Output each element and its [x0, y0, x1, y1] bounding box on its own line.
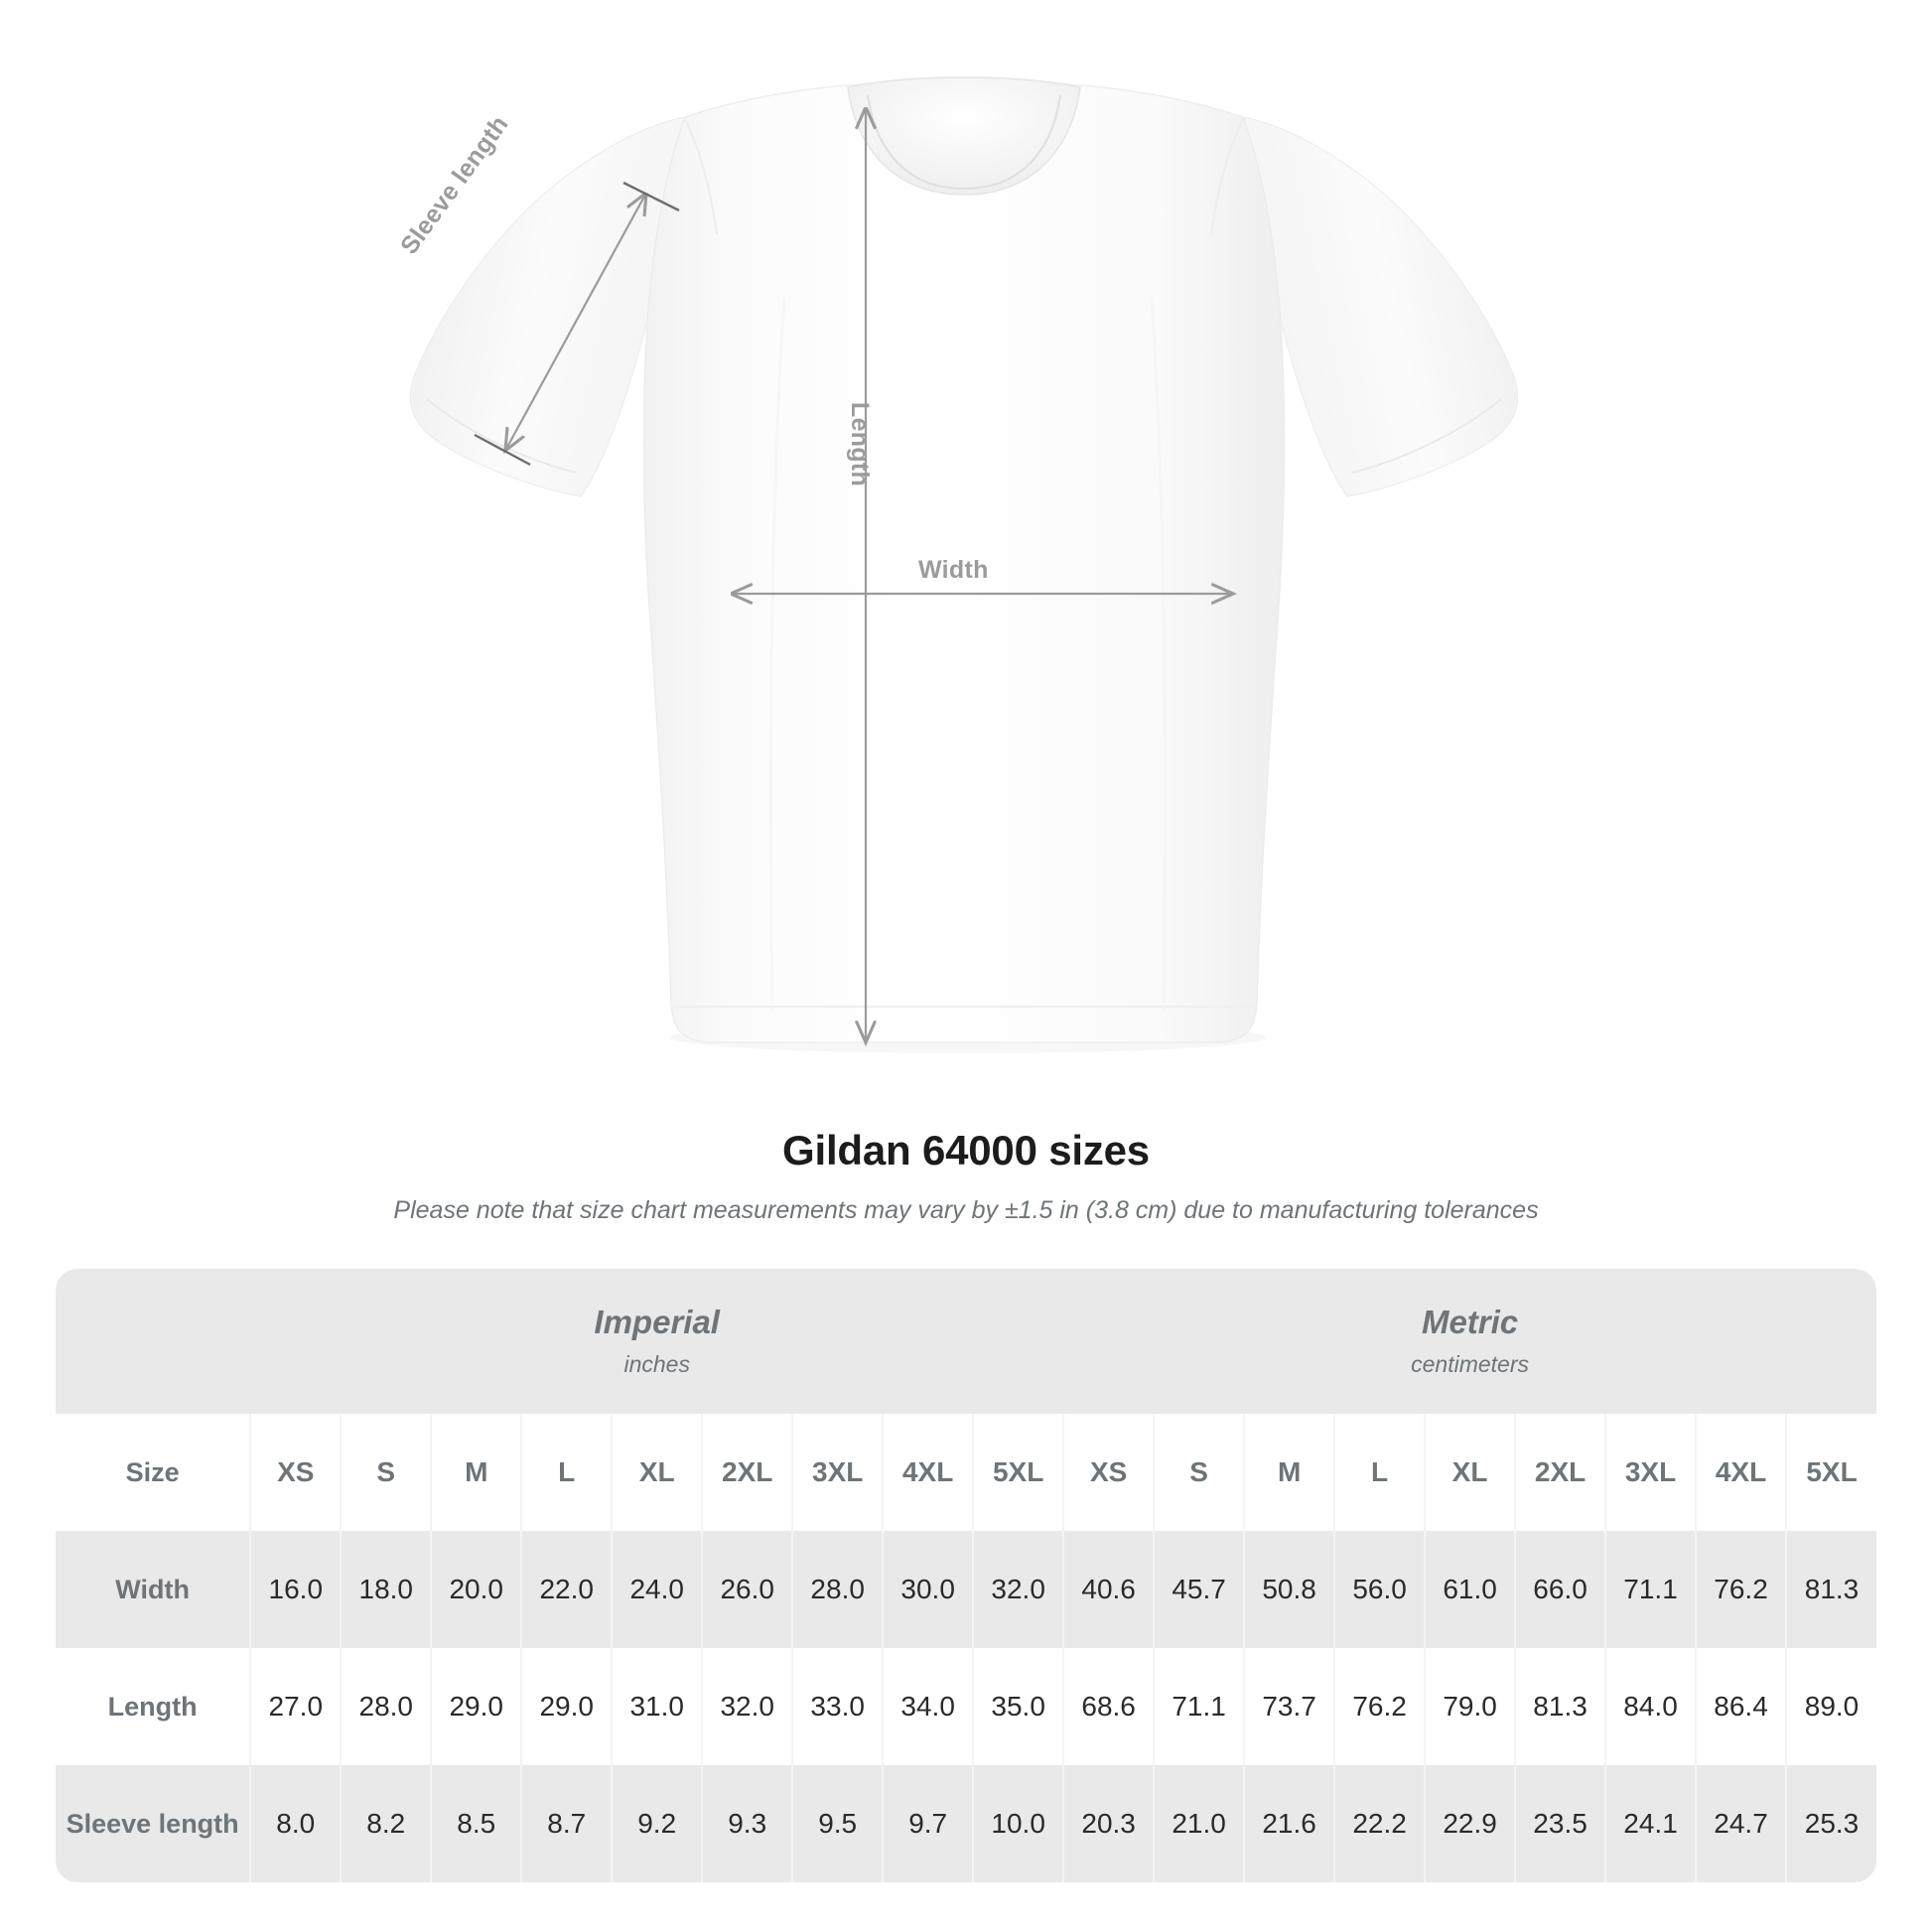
sleeve-length-dimension-arrow: [474, 181, 680, 467]
measurement-cell: 61.0: [1425, 1531, 1517, 1648]
measurement-cell: 84.0: [1605, 1648, 1698, 1765]
size-table: Imperial inches Metric centimeters Size …: [56, 1269, 1876, 1882]
measurement-cell: 23.5: [1515, 1765, 1607, 1882]
measurement-cell: 32.0: [973, 1531, 1065, 1648]
size-header-cell: 3XL: [792, 1414, 885, 1531]
imperial-label: Imperial: [594, 1304, 720, 1341]
size-table-container: Imperial inches Metric centimeters Size …: [56, 1269, 1876, 1882]
measurement-cell: 71.1: [1605, 1531, 1698, 1648]
metric-unit-group: Metric centimeters: [1063, 1269, 1876, 1414]
measurement-cell: 33.0: [792, 1648, 885, 1765]
measurement-cell: 20.0: [431, 1531, 523, 1648]
measurement-cell: 9.3: [702, 1765, 794, 1882]
size-header-cell: S: [341, 1414, 433, 1531]
size-header-cell: 4XL: [1696, 1414, 1788, 1531]
measurement-cell: 68.6: [1063, 1648, 1156, 1765]
measurement-cell: 86.4: [1696, 1648, 1788, 1765]
table-row: Width 16.0 18.0 20.0 22.0 24.0 26.0 28.0 30.0 32…: [56, 1531, 1876, 1648]
size-header-cell: 5XL: [973, 1414, 1065, 1531]
unit-header-row: Imperial inches Metric centimeters: [56, 1269, 1876, 1414]
measurement-cell: 24.7: [1696, 1765, 1788, 1882]
size-header-cell: S: [1154, 1414, 1246, 1531]
row-label-size: Size: [56, 1414, 252, 1531]
size-header-cell: XS: [250, 1414, 343, 1531]
size-header-cell: L: [521, 1414, 614, 1531]
measurement-cell: 34.0: [883, 1648, 975, 1765]
page-title: Gildan 64000 sizes: [782, 1127, 1150, 1173]
measurement-cell: 9.2: [612, 1765, 704, 1882]
measurement-cell: 32.0: [702, 1648, 794, 1765]
imperial-unit-group: Imperial inches: [250, 1269, 1064, 1414]
measurement-cell: 10.0: [973, 1765, 1065, 1882]
measurement-cell: 22.2: [1334, 1765, 1427, 1882]
measurement-cell: 16.0: [250, 1531, 343, 1648]
size-header-cell: 4XL: [883, 1414, 975, 1531]
measurement-cell: 45.7: [1154, 1531, 1246, 1648]
size-header-cell: XL: [612, 1414, 704, 1531]
measurement-cell: 71.1: [1154, 1648, 1246, 1765]
imperial-unit: inches: [623, 1350, 690, 1377]
measurement-cell: 8.0: [250, 1765, 343, 1882]
measurement-cell: 40.6: [1063, 1531, 1156, 1648]
size-header-cell: 5XL: [1786, 1414, 1876, 1531]
metric-label: Metric: [1421, 1304, 1519, 1341]
measurement-cell: 24.0: [612, 1531, 704, 1648]
measurement-cell: 30.0: [883, 1531, 975, 1648]
measurement-cell: 81.3: [1515, 1648, 1607, 1765]
measurement-cell: 28.0: [792, 1531, 885, 1648]
size-header-row: Size XS S M L XL 2XL 3XL 4XL 5XL XS S M L XL 2XL 3XL 4XL…: [56, 1414, 1876, 1531]
table-row: Length 27.0 28.0 29.0 29.0 31.0 32.0 33.0 34.0 3…: [56, 1648, 1876, 1765]
measurement-cell: 29.0: [521, 1648, 614, 1765]
measurement-cell: 21.0: [1154, 1765, 1246, 1882]
size-header-cell: 2XL: [702, 1414, 794, 1531]
measurement-cell: 29.0: [431, 1648, 523, 1765]
size-header-cell: M: [431, 1414, 523, 1531]
measurement-cell: 81.3: [1786, 1531, 1876, 1648]
measurement-cell: 66.0: [1515, 1531, 1607, 1648]
measurement-cell: 26.0: [702, 1531, 794, 1648]
size-header-cell: M: [1244, 1414, 1336, 1531]
tshirt-diagram: Sleeve length Length Width: [395, 76, 1519, 1047]
measurement-cell: 9.7: [883, 1765, 975, 1882]
measurement-cell: 56.0: [1334, 1531, 1427, 1648]
measurement-cell: 9.5: [792, 1765, 885, 1882]
size-header-cell: XS: [1063, 1414, 1156, 1531]
table-row: Sleeve length 8.0 8.2 8.5 8.7 9.2 9.3 9.5 9.7 10…: [56, 1765, 1876, 1882]
measurement-cell: 31.0: [612, 1648, 704, 1765]
measurement-cell: 35.0: [973, 1648, 1065, 1765]
measurement-cell: 27.0: [250, 1648, 343, 1765]
unit-row-spacer: [56, 1269, 251, 1414]
measurement-cell: 20.3: [1063, 1765, 1156, 1882]
size-header-cell: 3XL: [1605, 1414, 1698, 1531]
measurement-cell: 8.2: [341, 1765, 433, 1882]
measurement-cell: 18.0: [341, 1531, 433, 1648]
tshirt-illustration: [409, 76, 1519, 1047]
measurement-cell: 25.3: [1786, 1765, 1876, 1882]
measurement-cell: 8.5: [431, 1765, 523, 1882]
tolerance-note: Please note that size chart measurements…: [393, 1196, 1539, 1224]
width-label: Width: [918, 556, 989, 584]
measurement-cell: 76.2: [1334, 1648, 1427, 1765]
measurement-cell: 24.1: [1605, 1765, 1698, 1882]
title-block: Gildan 64000 sizes Please note that size…: [0, 1127, 1932, 1225]
measurement-cell: 28.0: [341, 1648, 433, 1765]
measurement-cell: 8.7: [521, 1765, 614, 1882]
measurement-cell: 22.9: [1425, 1765, 1517, 1882]
row-label-width: Width: [56, 1531, 252, 1648]
metric-unit: centimeters: [1411, 1350, 1529, 1377]
measurement-cell: 50.8: [1244, 1531, 1336, 1648]
length-label: Length: [846, 402, 874, 487]
row-label-length: Length: [56, 1648, 252, 1765]
measurement-cell: 21.6: [1244, 1765, 1336, 1882]
measurement-cell: 76.2: [1696, 1531, 1788, 1648]
measurement-cell: 73.7: [1244, 1648, 1336, 1765]
measurement-cell: 22.0: [521, 1531, 614, 1648]
row-label-sleeve: Sleeve length: [56, 1765, 252, 1882]
measurement-cell: 89.0: [1786, 1648, 1876, 1765]
size-header-cell: L: [1334, 1414, 1427, 1531]
size-header-cell: 2XL: [1515, 1414, 1607, 1531]
measurement-cell: 79.0: [1425, 1648, 1517, 1765]
size-header-cell: XL: [1425, 1414, 1517, 1531]
